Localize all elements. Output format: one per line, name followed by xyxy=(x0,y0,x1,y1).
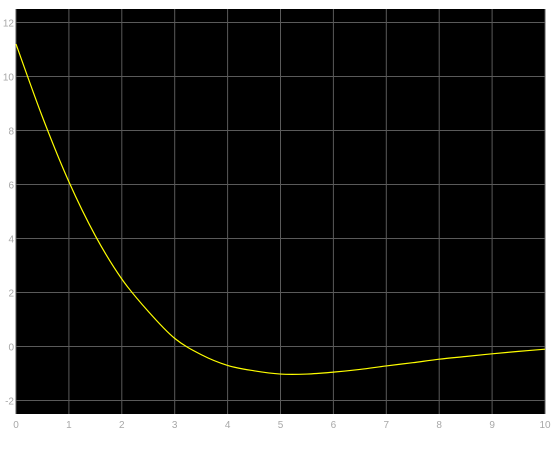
x-tick-label: 4 xyxy=(225,420,231,431)
grid-lines xyxy=(15,9,546,414)
x-tick-label: 9 xyxy=(489,420,495,431)
x-tick-label: 6 xyxy=(331,420,337,431)
x-axis-tick-labels: 0 1 2 3 4 5 6 7 8 9 10 xyxy=(13,420,551,431)
x-tick-label: 10 xyxy=(539,420,551,431)
y-tick-label: 2 xyxy=(8,289,14,300)
x-tick-label: 5 xyxy=(278,420,284,431)
x-tick-label: 1 xyxy=(66,420,72,431)
y-tick-label: 4 xyxy=(8,235,14,246)
x-tick-label: 7 xyxy=(384,420,390,431)
x-tick-label: 8 xyxy=(436,420,442,431)
y-axis-tick-labels: -2 0 2 4 6 8 10 12 xyxy=(3,19,15,408)
y-tick-label: 6 xyxy=(8,181,14,192)
y-tick-label: 8 xyxy=(8,127,14,138)
y-tick-label: 10 xyxy=(3,73,15,84)
y-tick-label: -2 xyxy=(5,397,14,408)
y-tick-label: 0 xyxy=(8,343,14,354)
x-tick-label: 2 xyxy=(119,420,125,431)
y-tick-label: 12 xyxy=(3,19,15,30)
x-tick-label: 0 xyxy=(13,420,19,431)
x-tick-label: 3 xyxy=(172,420,178,431)
series-line xyxy=(15,43,546,375)
